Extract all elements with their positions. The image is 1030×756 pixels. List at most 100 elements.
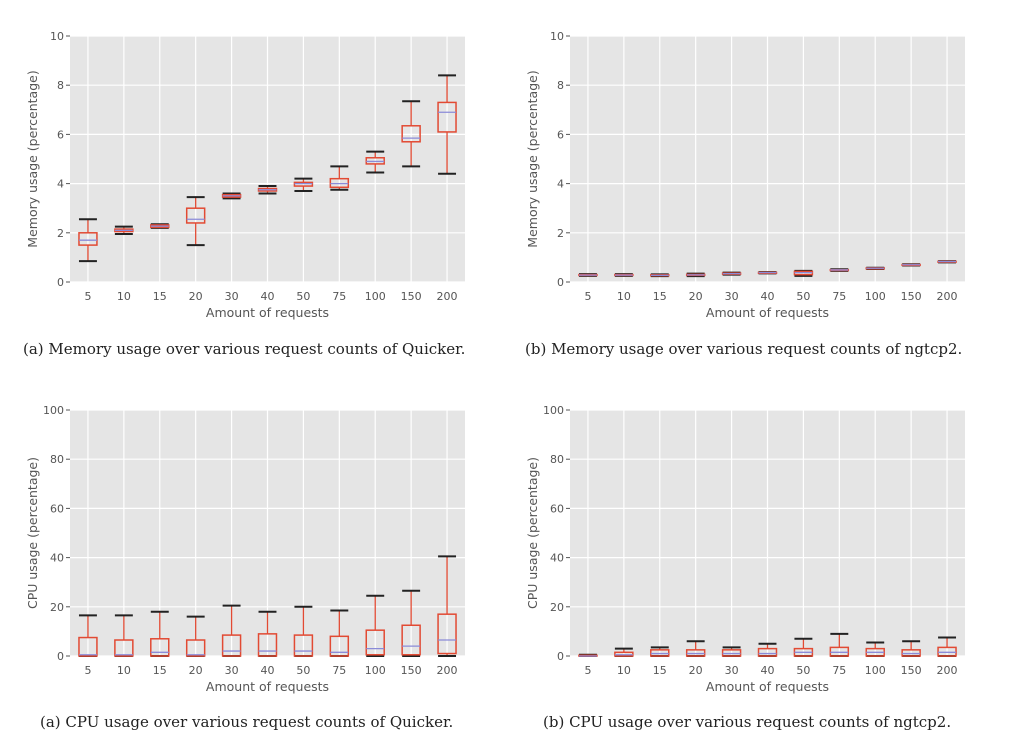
y-tick-label: 20 bbox=[550, 601, 564, 614]
box-150 bbox=[901, 640, 921, 657]
y-tick-label: 4 bbox=[57, 178, 64, 191]
y-tick-label: 10 bbox=[550, 30, 564, 43]
x-tick-label: 5 bbox=[584, 290, 591, 303]
chart-panel-cpu-ngtcp2: 0 20 40 60 80 100 5 10 15 20 30 40 50 75 100 150 200 Amou… bbox=[515, 396, 1005, 736]
x-tick-label: 15 bbox=[653, 664, 667, 677]
x-tick-label: 10 bbox=[617, 664, 631, 677]
box-iqr bbox=[78, 636, 98, 657]
box-150 bbox=[401, 100, 421, 168]
x-tick-label: 30 bbox=[225, 664, 239, 677]
x-tick-label: 200 bbox=[937, 664, 958, 677]
box-iqr bbox=[150, 638, 170, 657]
y-tick-label: 2 bbox=[57, 227, 64, 240]
x-tick-label: 15 bbox=[153, 290, 167, 303]
chart-caption: (a) CPU usage over various request count… bbox=[40, 713, 454, 731]
chart-panel-memory-quicker: 0 2 4 6 8 10 5 10 15 20 30 40 50 75 100 150 200 Amount of… bbox=[15, 22, 505, 362]
box-5 bbox=[78, 614, 98, 657]
box-40 bbox=[257, 185, 278, 195]
box-5 bbox=[578, 653, 598, 657]
x-tick-label: 50 bbox=[296, 290, 310, 303]
y-tick-label: 0 bbox=[57, 650, 64, 663]
box-75 bbox=[829, 268, 850, 272]
box-iqr bbox=[437, 613, 457, 655]
box-10 bbox=[614, 647, 634, 657]
x-tick-label: 30 bbox=[225, 290, 239, 303]
box-200 bbox=[937, 636, 957, 657]
x-tick-label: 10 bbox=[617, 290, 631, 303]
x-tick-label: 75 bbox=[832, 290, 846, 303]
y-tick-label: 0 bbox=[557, 650, 564, 663]
chart-panel-cpu-quicker: 0 20 40 60 80 100 5 10 15 20 30 40 50 75 100 150 200 Amou… bbox=[15, 396, 505, 736]
y-tick-label: 60 bbox=[550, 502, 564, 515]
x-tick-label: 200 bbox=[937, 290, 958, 303]
box-30 bbox=[721, 646, 742, 657]
x-tick-label: 30 bbox=[725, 664, 739, 677]
box-40 bbox=[757, 642, 778, 657]
y-axis-label: CPU usage (percentage) bbox=[25, 457, 40, 609]
x-tick-label: 20 bbox=[189, 664, 203, 677]
x-tick-label: 50 bbox=[796, 664, 810, 677]
x-tick-label: 40 bbox=[261, 290, 275, 303]
box-5 bbox=[78, 218, 98, 263]
box-iqr bbox=[401, 125, 421, 143]
box-100 bbox=[365, 150, 385, 174]
chart-memory-quicker: 0 2 4 6 8 10 5 10 15 20 30 40 50 75 100 150 200 Amount of… bbox=[25, 30, 465, 320]
x-tick-label: 150 bbox=[401, 664, 422, 677]
box-50 bbox=[293, 605, 314, 657]
box-20 bbox=[685, 272, 706, 278]
x-tick-label: 75 bbox=[332, 290, 346, 303]
y-tick-label: 0 bbox=[57, 276, 64, 289]
box-100 bbox=[865, 641, 885, 657]
box-150 bbox=[401, 589, 421, 657]
x-tick-label: 10 bbox=[117, 290, 131, 303]
x-tick-label: 10 bbox=[117, 664, 131, 677]
box-15 bbox=[650, 273, 670, 278]
box-iqr bbox=[185, 639, 206, 657]
chart-cpu-quicker: 0 20 40 60 80 100 5 10 15 20 30 40 50 75 100 150 200 Amou… bbox=[25, 404, 465, 694]
box-10 bbox=[114, 225, 134, 236]
box-100 bbox=[865, 266, 885, 270]
box-50 bbox=[293, 177, 314, 192]
y-tick-label: 2 bbox=[557, 227, 564, 240]
box-20 bbox=[185, 196, 206, 247]
box-40 bbox=[257, 610, 278, 657]
box-100 bbox=[365, 594, 385, 657]
x-tick-label: 200 bbox=[437, 664, 458, 677]
chart-caption: (b) Memory usage over various request co… bbox=[525, 340, 963, 358]
x-axis-label: Amount of requests bbox=[206, 679, 329, 694]
y-axis-label: Memory usage (percentage) bbox=[525, 70, 540, 247]
x-tick-label: 15 bbox=[653, 290, 667, 303]
chart-panel-memory-ngtcp2: 0 2 4 6 8 10 5 10 15 20 30 40 50 75 100 150 200 Amount of… bbox=[515, 22, 1005, 362]
x-tick-label: 100 bbox=[865, 290, 886, 303]
x-tick-label: 15 bbox=[153, 664, 167, 677]
box-iqr bbox=[114, 639, 134, 657]
x-tick-label: 50 bbox=[796, 290, 810, 303]
box-200 bbox=[937, 260, 957, 264]
box-iqr bbox=[757, 647, 778, 657]
box-iqr bbox=[221, 634, 242, 657]
box-5 bbox=[578, 273, 598, 277]
x-tick-label: 5 bbox=[84, 290, 91, 303]
y-tick-label: 80 bbox=[50, 453, 64, 466]
y-tick-label: 8 bbox=[557, 79, 564, 92]
box-50 bbox=[793, 637, 814, 657]
y-tick-label: 100 bbox=[543, 404, 564, 417]
box-10 bbox=[114, 614, 134, 657]
y-tick-label: 20 bbox=[50, 601, 64, 614]
y-axis-label: Memory usage (percentage) bbox=[25, 70, 40, 247]
y-tick-label: 4 bbox=[557, 178, 564, 191]
box-iqr bbox=[685, 649, 706, 657]
chart-caption: (b) CPU usage over various request count… bbox=[543, 713, 952, 731]
y-tick-label: 80 bbox=[550, 453, 564, 466]
box-150 bbox=[901, 263, 921, 267]
box-15 bbox=[150, 223, 170, 229]
chart-memory-ngtcp2: 0 2 4 6 8 10 5 10 15 20 30 40 50 75 100 150 200 Amount of… bbox=[525, 30, 965, 320]
y-axis-label: CPU usage (percentage) bbox=[525, 457, 540, 609]
box-20 bbox=[185, 615, 206, 657]
box-iqr bbox=[185, 207, 206, 224]
box-iqr bbox=[78, 232, 98, 246]
x-tick-label: 75 bbox=[332, 664, 346, 677]
box-200 bbox=[437, 555, 457, 657]
box-iqr bbox=[401, 624, 421, 656]
y-tick-label: 0 bbox=[557, 276, 564, 289]
